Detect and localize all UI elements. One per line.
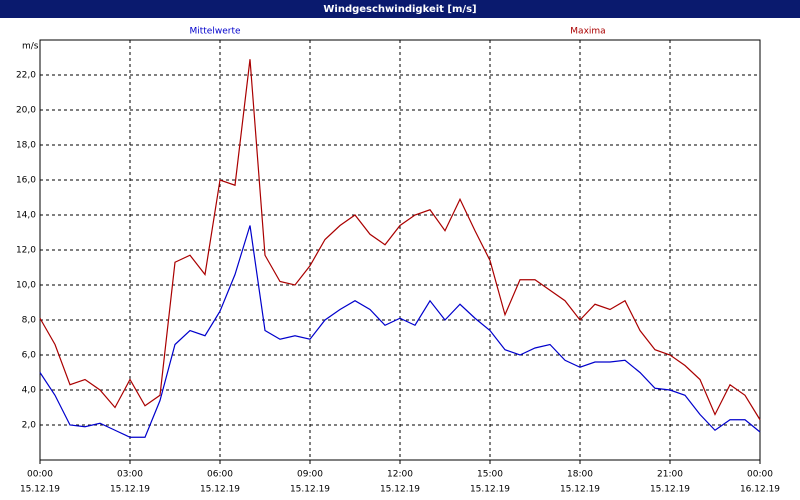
chart-title: Windgeschwindigkeit [m/s]: [323, 4, 476, 15]
x-tick-label: 12:00: [387, 470, 413, 480]
x-tick-label: 18:00: [567, 470, 593, 480]
x-tick-label: 09:00: [297, 470, 323, 480]
y-tick-label: 18,0: [16, 141, 36, 151]
y-tick-label: 2,0: [22, 421, 37, 431]
x-tick-date: 15.12.19: [380, 485, 420, 495]
x-tick-date: 15.12.19: [470, 485, 510, 495]
y-tick-label: 14,0: [16, 211, 36, 221]
series-line: [39, 225, 761, 438]
y-tick-label: 20,0: [16, 106, 36, 116]
y-tick-label: 4,0: [22, 386, 37, 396]
y-tick-label: 10,0: [16, 281, 36, 291]
x-tick-date: 15.12.19: [20, 485, 60, 495]
series-line: [39, 59, 761, 421]
x-tick-date: 15.12.19: [200, 485, 240, 495]
x-tick-label: 15:00: [477, 470, 503, 480]
y-tick-label: 8,0: [22, 316, 37, 326]
x-tick-date: 15.12.19: [650, 485, 690, 495]
x-tick-label: 00:00: [27, 470, 53, 480]
y-tick-label: 16,0: [16, 176, 36, 186]
x-tick-label: 00:00: [747, 470, 773, 480]
x-tick-label: 03:00: [117, 470, 143, 480]
x-tick-date: 15.12.19: [290, 485, 330, 495]
x-tick-date: 15.12.19: [110, 485, 150, 495]
x-tick-date: 15.12.19: [560, 485, 600, 495]
title-bar: [0, 0, 800, 18]
legend-label: Mittelwerte: [189, 27, 240, 37]
legend-label: Maxima: [570, 27, 605, 37]
y-tick-label: 6,0: [22, 351, 37, 361]
x-tick-label: 06:00: [207, 470, 233, 480]
y-tick-label: 12,0: [16, 246, 36, 256]
x-tick-label: 21:00: [657, 470, 683, 480]
y-tick-label: 22,0: [16, 71, 36, 81]
y-unit: m/s: [22, 42, 39, 52]
x-tick-date: 16.12.19: [740, 485, 780, 495]
